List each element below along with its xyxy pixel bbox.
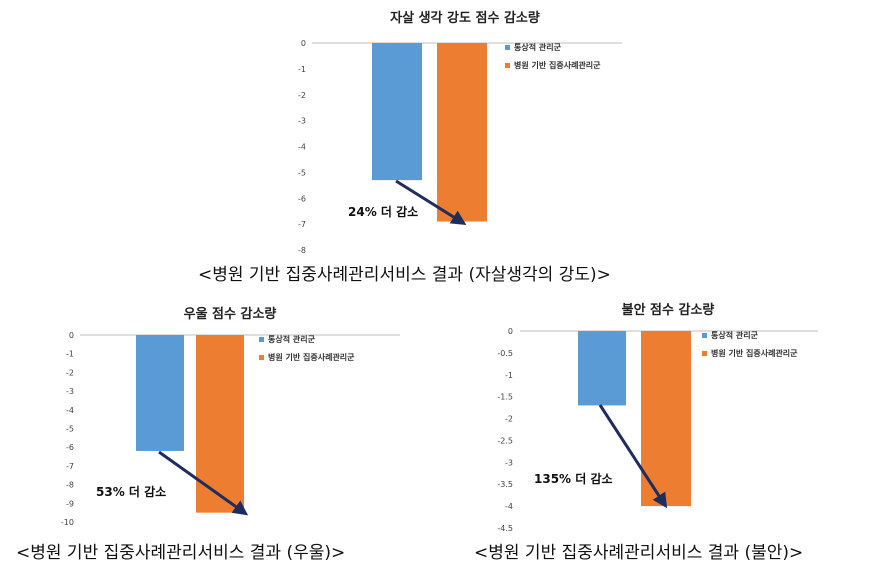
chart-0-bar-series-0 xyxy=(372,43,422,181)
chart-2-ytick-label: -0.5 xyxy=(497,349,513,358)
chart-2-legend-label-1: 병원 기반 집중사례관리군 xyxy=(711,348,798,358)
chart-1-ytick-label: -9 xyxy=(66,499,74,508)
chart-0-ytick-label: -2 xyxy=(298,91,306,100)
chart-1-ytick-label: -7 xyxy=(66,462,74,471)
caption-suicidal-ideation: <병원 기반 집중사례관리서비스 결과 (자살생각의 강도)> xyxy=(198,265,611,285)
chart-2-bar-series-0 xyxy=(578,331,626,406)
chart-2-ytick-label: 0 xyxy=(508,327,513,336)
chart-1-ytick-label: -1 xyxy=(66,350,74,359)
chart-0-legend-label-1: 병원 기반 집중사례관리군 xyxy=(514,60,601,70)
chart-2-legend-swatch-1 xyxy=(702,351,707,356)
chart-2-annotation: 135% 더 감소 xyxy=(534,471,613,486)
chart-2-ytick-label: -2 xyxy=(505,415,513,424)
chart-1-legend-swatch-0 xyxy=(259,337,264,342)
chart-1-ytick-label: -3 xyxy=(66,387,74,396)
chart-2-ytick-label: -3.5 xyxy=(497,480,513,489)
chart-0-ytick-label: -8 xyxy=(298,246,306,255)
chart-0-ytick-label: 0 xyxy=(301,39,306,48)
chart-1-legend-swatch-1 xyxy=(259,355,264,360)
chart-2-ytick-label: -1.5 xyxy=(497,393,513,402)
chart-2-ytick-label: -2.5 xyxy=(497,436,513,445)
chart-2-annotation-arrow xyxy=(598,404,668,509)
chart-1-bar-series-1 xyxy=(196,335,244,513)
caption-depression: <병원 기반 집중사례관리서비스 결과 (우울)> xyxy=(16,543,346,563)
chart-1-legend-label-1: 병원 기반 집중사례관리군 xyxy=(268,352,355,362)
chart-1-ytick-label: -10 xyxy=(61,518,74,527)
chart-1-annotation: 53% 더 감소 xyxy=(96,484,166,499)
chart-0-legend-label-0: 통상적 관리군 xyxy=(514,42,562,52)
caption-anxiety: <병원 기반 집중사례관리서비스 결과 (불안)> xyxy=(474,543,804,563)
chart-0-annotation: 24% 더 감소 xyxy=(348,204,418,219)
chart-0-ytick-label: -3 xyxy=(298,117,306,126)
chart-1-ytick-label: 0 xyxy=(69,331,74,340)
chart-2-ytick-label: -3 xyxy=(505,458,513,467)
chart-1-legend-label-0: 통상적 관리군 xyxy=(268,334,316,344)
chart-0-ytick-label: -1 xyxy=(298,65,306,74)
chart-0-ytick-label: -5 xyxy=(298,168,306,177)
chart-2-legend-label-0: 통상적 관리군 xyxy=(711,330,759,340)
chart-2-ytick-label: -4 xyxy=(505,502,513,511)
chart-1-ytick-label: -8 xyxy=(66,481,74,490)
chart-2-legend-swatch-0 xyxy=(702,333,707,338)
chart-1-bar-series-0 xyxy=(136,335,184,451)
chart-1-ytick-label: -4 xyxy=(66,406,74,415)
chart-1-ytick-label: -2 xyxy=(66,368,74,377)
chart-0-ytick-label: -7 xyxy=(298,220,306,229)
chart-1-ytick-label: -5 xyxy=(66,425,74,434)
chart-0-legend-swatch-1 xyxy=(505,63,510,68)
chart-0-title: 자살 생각 강도 점수 감소량 xyxy=(390,10,540,26)
chart-0-annotation-arrow xyxy=(395,179,467,225)
chart-2-title: 불안 점수 감소량 xyxy=(622,302,715,318)
chart-2-ytick-label: -1 xyxy=(505,371,513,380)
chart-1-annotation-arrow xyxy=(158,450,249,516)
chart-0-ytick-label: -6 xyxy=(298,194,306,203)
chart-2-bar-series-1 xyxy=(641,331,691,507)
chart-0-ytick-label: -4 xyxy=(298,143,306,152)
chart-0-bar-series-1 xyxy=(437,43,487,222)
chart-2-ytick-label: -4.5 xyxy=(497,524,513,533)
chart-0-legend-swatch-0 xyxy=(505,45,510,50)
chart-1-title: 우울 점수 감소량 xyxy=(184,306,277,322)
chart-1-ytick-label: -6 xyxy=(66,443,74,452)
